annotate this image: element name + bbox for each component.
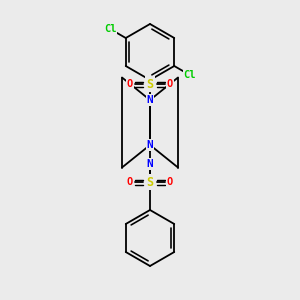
Text: O: O	[127, 79, 133, 89]
Text: O: O	[167, 177, 173, 187]
Text: N: N	[147, 95, 153, 105]
Text: Cl: Cl	[104, 24, 116, 34]
Text: O: O	[127, 177, 133, 187]
Text: N: N	[147, 159, 153, 169]
Text: Cl: Cl	[184, 70, 196, 80]
Text: S: S	[146, 176, 154, 188]
Text: N: N	[147, 140, 153, 150]
Text: S: S	[146, 77, 154, 91]
Text: O: O	[167, 79, 173, 89]
